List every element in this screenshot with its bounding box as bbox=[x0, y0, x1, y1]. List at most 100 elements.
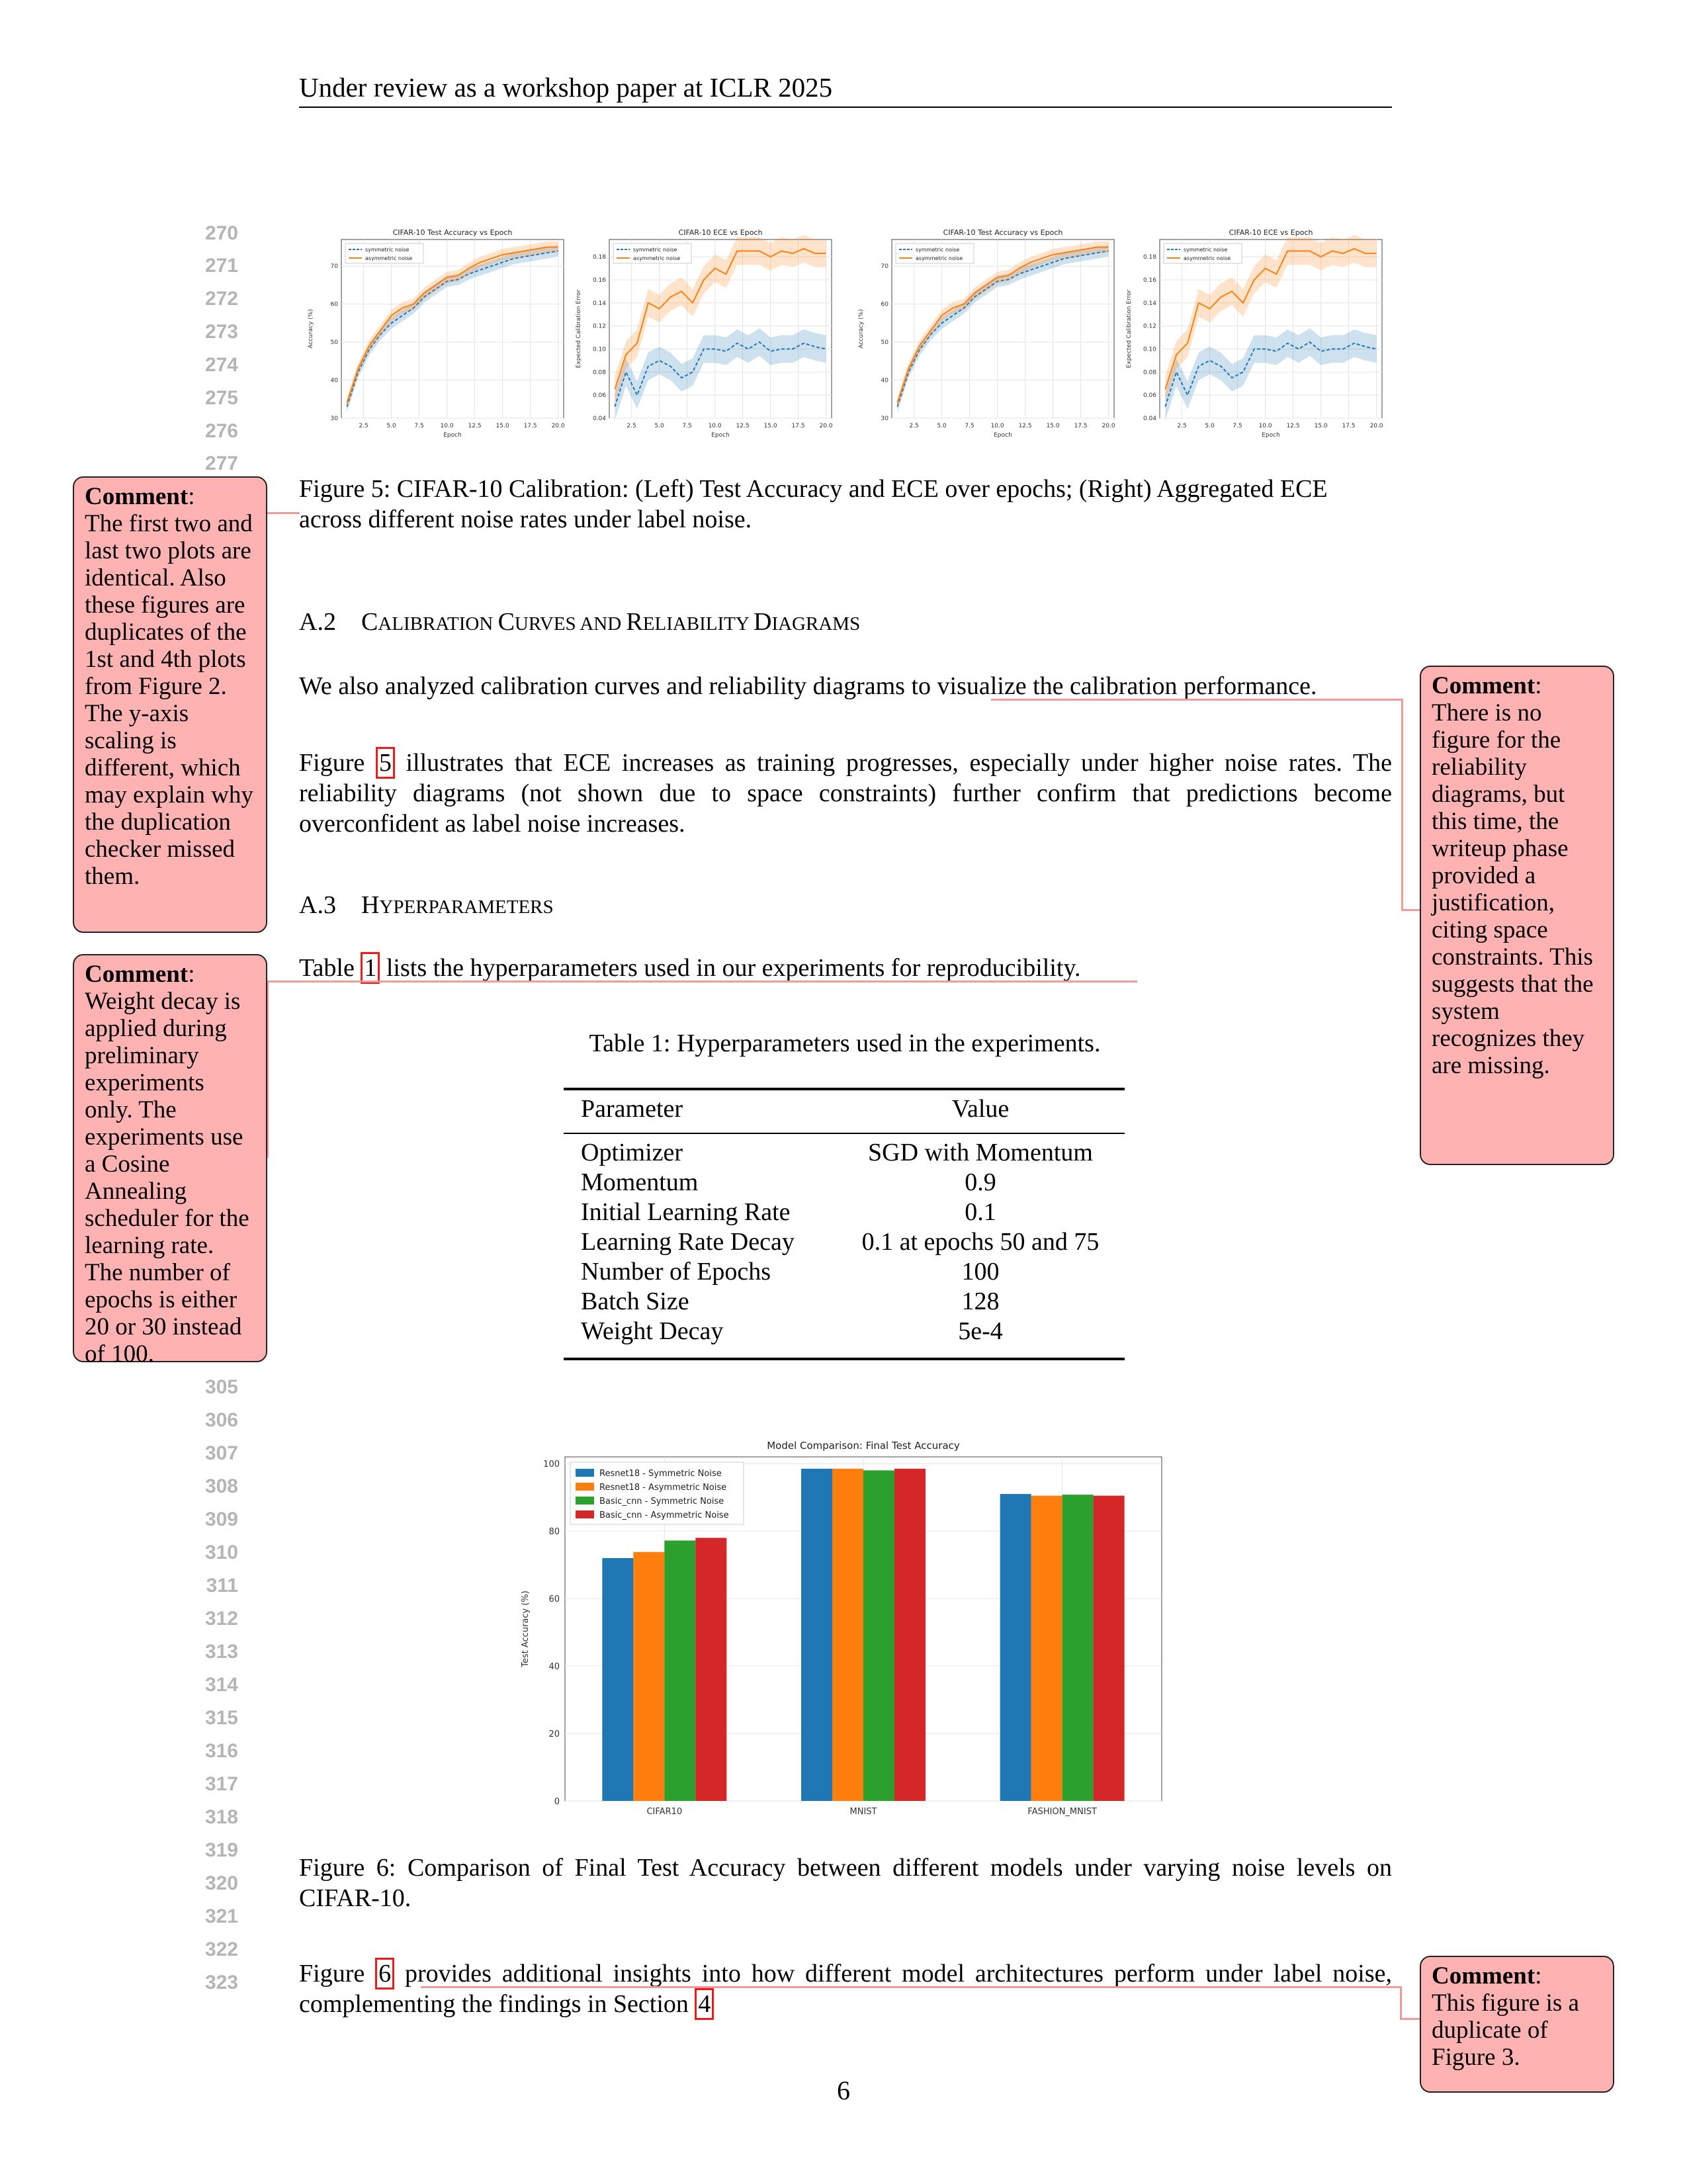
line-number: 313 bbox=[204, 1641, 238, 1663]
legend-label: Resnet18 - Symmetric Noise bbox=[599, 1469, 722, 1479]
section-title-part: D bbox=[754, 608, 772, 636]
y-tick-label: 40 bbox=[881, 378, 889, 384]
table-cell: Weight Decay bbox=[581, 1317, 724, 1345]
section-title-part: YPERPARAMETERS bbox=[379, 896, 554, 918]
y-axis-label: Test Accuracy (%) bbox=[521, 1591, 531, 1668]
x-tick-label: 10.0 bbox=[709, 423, 722, 429]
table-row: Batch Size 128 bbox=[564, 1287, 1125, 1317]
hyperparameter-table-header: Parameter Value bbox=[564, 1094, 1125, 1124]
text-run: Figure bbox=[299, 749, 376, 777]
section-number: A.3 bbox=[299, 891, 336, 919]
line-number: 277 bbox=[204, 453, 238, 474]
y-tick-label: 60 bbox=[548, 1594, 560, 1604]
x-tick-label: 15.0 bbox=[1315, 423, 1328, 429]
comment-label: Comment bbox=[1432, 672, 1536, 699]
legend-label: asymmetric noise bbox=[1184, 255, 1231, 261]
line-number: 314 bbox=[204, 1674, 238, 1696]
table-header-row: Parameter Value bbox=[564, 1094, 1125, 1124]
y-tick-label: 60 bbox=[881, 302, 889, 308]
bar bbox=[1093, 1495, 1125, 1801]
table-row: Initial Learning Rate 0.1 bbox=[564, 1198, 1125, 1227]
bar bbox=[832, 1468, 863, 1801]
comment-connector bbox=[1400, 1986, 1402, 2019]
line-number: 319 bbox=[204, 1839, 238, 1861]
y-tick-label: 40 bbox=[548, 1662, 560, 1672]
y-tick-label: 70 bbox=[881, 263, 889, 270]
bar bbox=[894, 1468, 926, 1801]
line-number: 273 bbox=[204, 321, 238, 343]
y-tick-label: 0.10 bbox=[1143, 346, 1156, 353]
header-rule bbox=[299, 107, 1392, 108]
line-number: 272 bbox=[204, 288, 238, 310]
table-bottom-rule bbox=[564, 1358, 1125, 1360]
figure-ref-link[interactable]: 6 bbox=[375, 1958, 395, 1989]
review-comment-1: Comment: The first two and last two plot… bbox=[73, 476, 267, 933]
legend-label: symmetric noise bbox=[1184, 247, 1227, 253]
x-tick-label: 12.5 bbox=[468, 423, 482, 429]
running-header: Under review as a workshop paper at ICLR… bbox=[299, 72, 833, 103]
header-value: Value bbox=[951, 1095, 1010, 1123]
y-tick-label: 0.04 bbox=[593, 415, 606, 422]
bar bbox=[1031, 1495, 1062, 1801]
y-tick-label: 100 bbox=[543, 1460, 560, 1469]
line-number: 315 bbox=[204, 1707, 238, 1729]
review-comment-4: Comment: This figure is a duplicate of F… bbox=[1420, 1956, 1614, 2093]
x-tick-label: 7.5 bbox=[1233, 423, 1242, 429]
text-run: illustrates that ECE increases as traini… bbox=[299, 749, 1392, 838]
y-tick-label: 80 bbox=[548, 1527, 560, 1537]
text-run: Table bbox=[299, 954, 361, 982]
x-tick-label: 17.5 bbox=[524, 423, 537, 429]
review-comment-3: Comment: There is no figure for the reli… bbox=[1420, 666, 1614, 1165]
y-tick-label: 0.14 bbox=[593, 300, 606, 307]
line-number: 310 bbox=[204, 1542, 238, 1563]
y-tick-label: 0.16 bbox=[1143, 277, 1156, 284]
comment-connector bbox=[1400, 2018, 1420, 2020]
table-row: Number of Epochs 100 bbox=[564, 1257, 1125, 1287]
y-tick-label: 50 bbox=[331, 339, 339, 346]
y-tick-label: 0.12 bbox=[593, 324, 606, 330]
comment-connector bbox=[421, 1986, 1400, 1988]
comment-label: Comment bbox=[85, 961, 189, 988]
table-cell: 0.1 bbox=[965, 1198, 996, 1226]
comment-text: There is no figure for the reliability d… bbox=[1432, 699, 1594, 1079]
line-number: 321 bbox=[204, 1905, 238, 1927]
bar bbox=[1000, 1494, 1031, 1801]
x-tick-label: 7.5 bbox=[965, 423, 974, 429]
confidence-band bbox=[897, 245, 1109, 413]
a3-paragraph: Table 1 lists the hyperparameters used i… bbox=[299, 952, 1392, 984]
figure5-chart-2: CIFAR-10 ECE vs Epoch 2.5 5.0 7.5 10.0 12.5 15… bbox=[576, 228, 833, 439]
table-ref-link[interactable]: 1 bbox=[361, 952, 380, 984]
x-axis-label: Epoch bbox=[711, 432, 730, 439]
y-tick-label: 60 bbox=[331, 302, 339, 308]
legend-label: Resnet18 - Asymmetric Noise bbox=[599, 1483, 726, 1493]
y-tick-label: 0.18 bbox=[593, 254, 606, 261]
section-number: A.2 bbox=[299, 608, 336, 636]
section-a2-heading: A.2 CALIBRATION CURVES AND RELIABILITY D… bbox=[299, 607, 860, 636]
comment-connector bbox=[267, 512, 300, 514]
plot-area bbox=[891, 239, 1115, 419]
section-ref-link[interactable]: 4 bbox=[695, 1988, 714, 2020]
x-tick-label: 5.0 bbox=[654, 423, 664, 429]
section-title-part: ALIBRATION bbox=[378, 613, 498, 634]
legend-label: symmetric noise bbox=[365, 247, 409, 253]
figure-ref-link[interactable]: 5 bbox=[375, 747, 395, 779]
legend-box bbox=[345, 243, 424, 264]
x-tick-label: CIFAR10 bbox=[646, 1807, 682, 1817]
line-number: 322 bbox=[204, 1939, 238, 1960]
x-tick-label: 12.5 bbox=[1019, 423, 1032, 429]
x-tick-label: 12.5 bbox=[1287, 423, 1300, 429]
comment-text: This figure is a duplicate of Figure 3. bbox=[1432, 1989, 1579, 2071]
table-cell: SGD with Momentum bbox=[868, 1139, 1093, 1166]
chart-title: CIFAR-10 ECE vs Epoch bbox=[679, 228, 763, 237]
figure5-chart-1: CIFAR-10 Test Accuracy vs Epoch 2.5 5.0 7.5… bbox=[308, 228, 565, 439]
x-tick-label: 10.0 bbox=[991, 423, 1004, 429]
review-comment-2: Comment: Weight decay is applied during … bbox=[73, 954, 267, 1368]
y-tick-label: 50 bbox=[881, 339, 889, 346]
comment-label: Comment bbox=[1432, 1962, 1536, 1989]
y-tick-label: 0.12 bbox=[1143, 324, 1156, 330]
x-tick-label: 17.5 bbox=[1074, 423, 1088, 429]
legend-swatch bbox=[576, 1483, 594, 1491]
y-tick-label: 0.14 bbox=[1143, 300, 1156, 307]
line-number: 323 bbox=[204, 1972, 238, 1993]
x-tick-label: 5.0 bbox=[937, 423, 947, 429]
